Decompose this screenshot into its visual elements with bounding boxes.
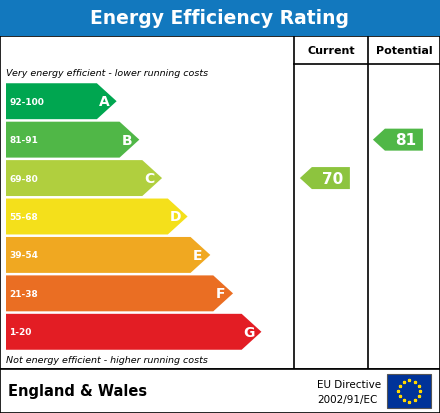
Text: Potential: Potential — [376, 46, 432, 56]
Text: B: B — [121, 133, 132, 147]
Text: England & Wales: England & Wales — [8, 384, 147, 399]
Text: F: F — [215, 287, 225, 301]
Text: 92-100: 92-100 — [9, 97, 44, 107]
Polygon shape — [6, 314, 261, 350]
Text: 2002/91/EC: 2002/91/EC — [317, 394, 377, 404]
Text: 81: 81 — [396, 133, 417, 148]
Bar — [0, 37, 440, 369]
Bar — [0, 369, 440, 413]
Text: 1-20: 1-20 — [9, 328, 31, 337]
Text: 70: 70 — [322, 171, 344, 186]
Text: Energy Efficiency Rating: Energy Efficiency Rating — [91, 9, 349, 28]
Text: 55-68: 55-68 — [9, 212, 38, 221]
Text: Not energy efficient - higher running costs: Not energy efficient - higher running co… — [6, 356, 208, 365]
Text: 39-54: 39-54 — [9, 251, 38, 260]
Text: A: A — [99, 95, 110, 109]
Polygon shape — [6, 199, 187, 235]
Text: Current: Current — [307, 46, 355, 56]
Text: EU Directive: EU Directive — [317, 380, 381, 389]
Polygon shape — [6, 84, 117, 120]
Text: G: G — [244, 325, 255, 339]
Polygon shape — [373, 129, 423, 151]
Text: E: E — [193, 248, 202, 262]
Polygon shape — [6, 276, 233, 311]
Bar — [387, 374, 431, 408]
Text: Very energy efficient - lower running costs: Very energy efficient - lower running co… — [6, 69, 208, 78]
Text: D: D — [170, 210, 181, 224]
Polygon shape — [6, 122, 139, 158]
Polygon shape — [300, 168, 350, 190]
Bar — [0, 0, 440, 37]
Polygon shape — [6, 161, 162, 197]
Text: 69-80: 69-80 — [9, 174, 38, 183]
Text: 81-91: 81-91 — [9, 136, 38, 145]
Text: C: C — [144, 172, 154, 185]
Text: 21-38: 21-38 — [9, 289, 38, 298]
Polygon shape — [6, 237, 210, 273]
